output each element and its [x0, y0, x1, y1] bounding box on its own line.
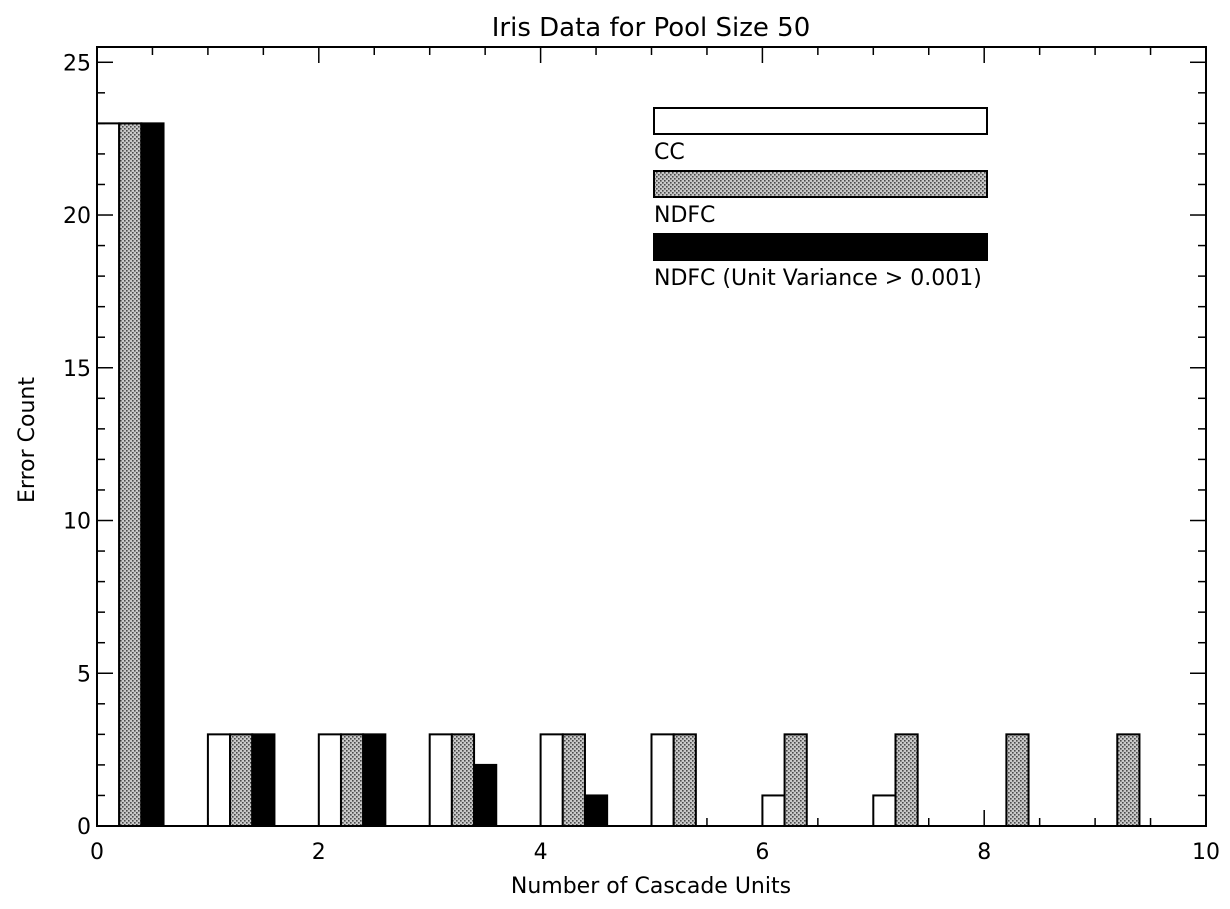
legend-swatch	[653, 170, 988, 198]
bars-layer	[96, 122, 1141, 828]
bar	[894, 733, 919, 828]
bar	[96, 122, 121, 827]
plot-frame	[96, 46, 1207, 827]
x-tick-label: 4	[534, 840, 548, 865]
y-tick-label: 20	[63, 204, 91, 229]
x-tick-label: 8	[977, 840, 991, 865]
legend-swatch	[653, 107, 988, 135]
y-axis-label: Error Count	[15, 377, 40, 503]
legend-label: CC	[654, 140, 685, 165]
x-tick-label: 10	[1192, 840, 1220, 865]
legend-swatch	[653, 233, 988, 261]
bar	[362, 733, 387, 828]
bar	[872, 794, 897, 828]
bar	[1116, 733, 1141, 828]
bar	[206, 733, 232, 828]
x-tick-label: 0	[90, 840, 104, 865]
x-tick-label: 6	[755, 840, 769, 865]
bar	[473, 763, 498, 828]
bar	[339, 733, 365, 828]
bar	[561, 733, 586, 828]
bar	[539, 733, 564, 828]
bar	[672, 733, 697, 828]
chart-title: Iris Data for Pool Size 50	[492, 13, 811, 43]
bar	[450, 733, 476, 828]
y-tick-label: 5	[77, 662, 91, 687]
ticks-layer: 0 2 4 6 8 10 0 5 10 15 20 25	[63, 47, 1220, 865]
bar	[140, 122, 165, 827]
legend: CC NDFC NDFC (Unit Variance > 0.001)	[653, 107, 988, 291]
y-tick-label: 15	[63, 357, 91, 382]
y-tick-label: 0	[77, 815, 91, 840]
bar	[783, 733, 808, 828]
legend-label: NDFC (Unit Variance > 0.001)	[654, 266, 982, 291]
bar	[229, 733, 254, 828]
bar	[761, 794, 786, 828]
y-tick-label: 10	[63, 510, 91, 535]
x-tick-label: 2	[312, 840, 326, 865]
bar	[428, 733, 453, 828]
bar	[251, 733, 276, 828]
bar	[650, 733, 675, 828]
x-axis-label: Number of Cascade Units	[511, 874, 791, 899]
legend-label: NDFC	[654, 203, 715, 228]
bar	[1005, 733, 1030, 828]
bar	[317, 733, 342, 828]
bar	[118, 122, 143, 827]
y-tick-label: 25	[63, 51, 91, 76]
